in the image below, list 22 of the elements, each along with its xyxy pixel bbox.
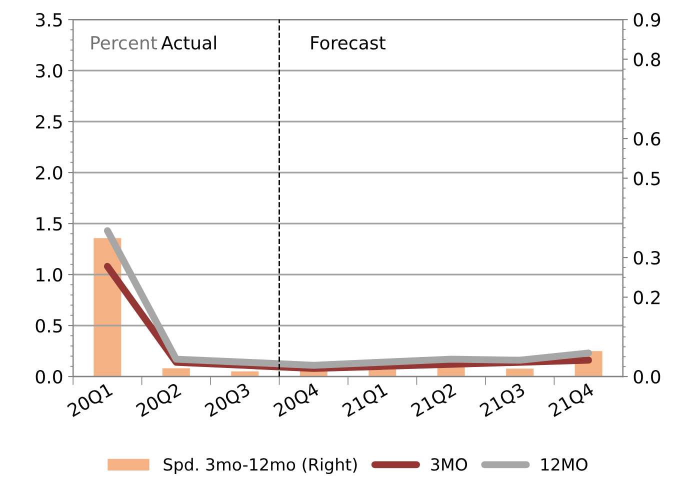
y-tick-label: 3.0 [36, 64, 62, 78]
y-tick-label: 3.5 [36, 13, 62, 27]
legend-label: 3MO [431, 458, 468, 471]
y2-tick-label: 0.0 [634, 370, 660, 384]
legend-label: Spd. 3mo-12mo (Right) [164, 458, 357, 474]
annotation: Actual [161, 36, 216, 50]
annotation: Percent [91, 36, 158, 50]
y-tick-label: 2.0 [36, 166, 62, 180]
y2-tick-label: 0.6 [634, 132, 660, 146]
y-tick-label: 1.5 [36, 217, 62, 231]
y2-tick-label: 0.9 [634, 13, 660, 27]
y2-tick-label: 0.8 [634, 52, 660, 66]
y-tick-label: 1.0 [36, 268, 62, 282]
y2-tick-label: 0.2 [634, 290, 660, 304]
y-tick-label: 2.5 [36, 115, 62, 129]
y-tick-label: 0.0 [36, 370, 62, 384]
bar [162, 368, 190, 377]
y2-tick-label: 0.3 [634, 251, 660, 265]
annotation: Forecast [311, 36, 386, 50]
y2-tick-label: 0.5 [634, 172, 660, 186]
y-tick-label: 0.5 [36, 318, 62, 333]
legend-label: 12MO [541, 458, 588, 471]
